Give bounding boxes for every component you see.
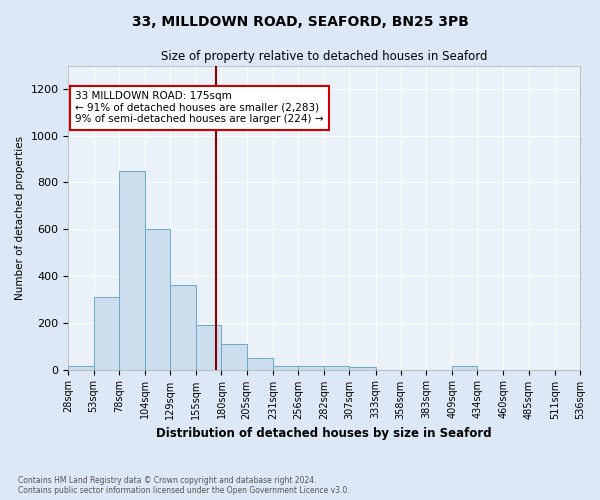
Text: 33, MILLDOWN ROAD, SEAFORD, BN25 3PB: 33, MILLDOWN ROAD, SEAFORD, BN25 3PB	[131, 15, 469, 29]
Bar	[349, 367, 376, 370]
Bar	[94, 297, 119, 370]
Bar	[170, 286, 196, 370]
Bar	[221, 344, 247, 370]
Text: Contains HM Land Registry data © Crown copyright and database right 2024.
Contai: Contains HM Land Registry data © Crown c…	[18, 476, 350, 495]
X-axis label: Distribution of detached houses by size in Seaford: Distribution of detached houses by size …	[157, 427, 492, 440]
Bar	[298, 366, 324, 370]
Bar	[145, 230, 170, 370]
Bar	[119, 171, 145, 370]
Bar	[196, 325, 221, 370]
Bar	[452, 366, 477, 370]
Text: 33 MILLDOWN ROAD: 175sqm
← 91% of detached houses are smaller (2,283)
9% of semi: 33 MILLDOWN ROAD: 175sqm ← 91% of detach…	[76, 92, 324, 124]
Bar	[273, 366, 298, 370]
Y-axis label: Number of detached properties: Number of detached properties	[15, 136, 25, 300]
Bar	[324, 366, 349, 370]
Title: Size of property relative to detached houses in Seaford: Size of property relative to detached ho…	[161, 50, 487, 63]
Bar	[247, 358, 273, 370]
Bar	[68, 366, 94, 370]
